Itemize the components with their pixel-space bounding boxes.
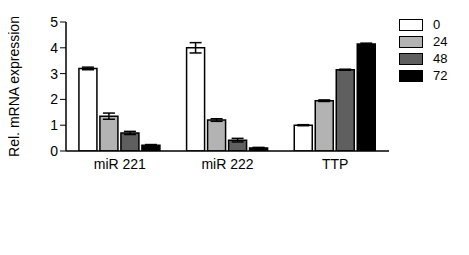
html-text:48: 48 [433,51,448,66]
svg-text:3: 3 [50,66,58,82]
svg-text:miR 222: miR 222 [201,156,253,172]
svg-text:TTP: TTP [322,156,348,172]
svg-text:0: 0 [50,143,58,159]
svg-text:2: 2 [50,91,58,107]
svg-text:miR 221: miR 221 [94,156,146,172]
html-text:24: 24 [433,34,448,49]
svg-text:5: 5 [50,14,58,30]
svg-text:1: 1 [50,117,58,133]
html-text:72: 72 [433,68,448,83]
html-text:0: 0 [433,17,441,32]
svg-text:Rel. mRNA expression: Rel. mRNA expression [8,16,22,157]
svg-text:4: 4 [50,40,58,56]
